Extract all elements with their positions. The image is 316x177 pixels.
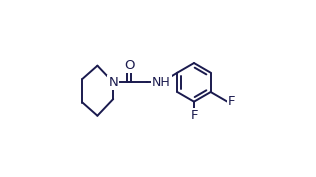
Text: N: N <box>108 76 118 89</box>
Text: NH: NH <box>152 76 171 89</box>
Text: F: F <box>190 109 198 122</box>
Text: F: F <box>228 95 235 108</box>
Text: O: O <box>124 59 134 72</box>
